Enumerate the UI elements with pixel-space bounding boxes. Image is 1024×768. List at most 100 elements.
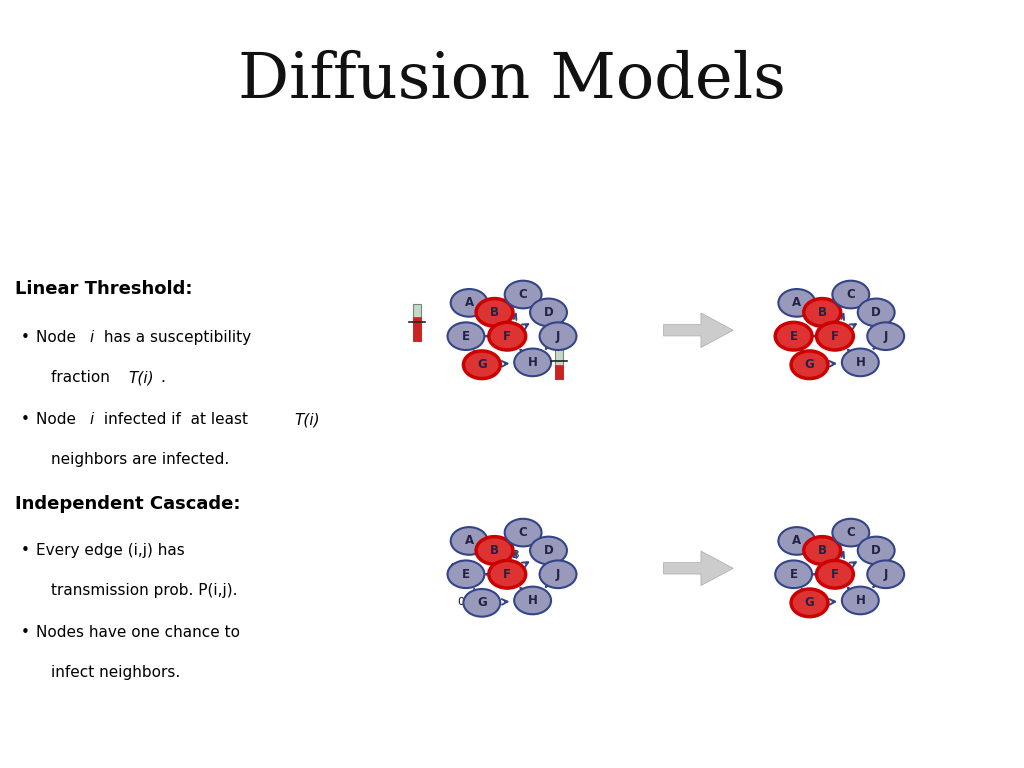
Text: D: D (871, 544, 881, 557)
Text: J: J (884, 329, 888, 343)
Circle shape (476, 299, 513, 326)
Text: .: . (161, 370, 166, 386)
Text: F: F (503, 329, 511, 343)
Text: Nodes have one chance to: Nodes have one chance to (36, 625, 240, 641)
Text: B: B (490, 306, 499, 319)
Text: i: i (89, 412, 93, 428)
Circle shape (778, 527, 815, 554)
Circle shape (858, 299, 895, 326)
Text: D: D (871, 306, 881, 319)
Text: F: F (830, 329, 839, 343)
Circle shape (775, 323, 812, 350)
Text: Diffusion Models: Diffusion Models (238, 50, 786, 111)
Circle shape (530, 299, 567, 326)
Text: infected if  at least: infected if at least (99, 412, 253, 428)
Text: Node: Node (36, 330, 81, 346)
Text: Node: Node (36, 412, 81, 428)
Text: C: C (519, 288, 527, 301)
Text: J: J (556, 329, 560, 343)
Bar (413, 304, 421, 341)
Text: •: • (20, 330, 30, 346)
Bar (555, 366, 563, 379)
Circle shape (867, 323, 904, 350)
Text: fraction: fraction (51, 370, 115, 386)
Circle shape (540, 323, 577, 350)
Text: •: • (20, 412, 30, 428)
FancyArrow shape (664, 551, 733, 585)
Circle shape (464, 351, 501, 379)
Text: A: A (465, 296, 474, 310)
Text: Every edge (i,j) has: Every edge (i,j) has (36, 543, 184, 558)
Text: 0.4: 0.4 (457, 598, 474, 607)
Circle shape (775, 561, 812, 588)
Circle shape (804, 537, 841, 564)
Circle shape (514, 349, 551, 376)
Circle shape (447, 323, 484, 350)
Circle shape (505, 519, 542, 547)
Text: 0.3: 0.3 (503, 550, 520, 560)
Text: neighbors are infected.: neighbors are infected. (51, 452, 229, 468)
Text: F: F (830, 568, 839, 581)
Circle shape (540, 561, 577, 588)
Circle shape (867, 561, 904, 588)
Circle shape (833, 281, 869, 309)
Text: A: A (793, 535, 802, 548)
Circle shape (464, 589, 501, 617)
Text: C: C (847, 288, 855, 301)
Text: H: H (527, 594, 538, 607)
Bar (555, 343, 563, 379)
Text: E: E (462, 568, 470, 581)
Bar (413, 317, 421, 341)
Text: F: F (503, 568, 511, 581)
Circle shape (505, 281, 542, 309)
Circle shape (816, 561, 853, 588)
FancyArrow shape (664, 313, 733, 347)
Circle shape (530, 537, 567, 564)
Text: B: B (818, 306, 826, 319)
Text: transmission prob. P(i,j).: transmission prob. P(i,j). (51, 583, 238, 598)
Text: E: E (790, 329, 798, 343)
Text: G: G (805, 358, 814, 371)
Circle shape (833, 519, 869, 547)
Circle shape (792, 589, 828, 617)
Text: C: C (847, 526, 855, 539)
Text: E: E (462, 329, 470, 343)
Text: Linear Threshold:: Linear Threshold: (15, 280, 193, 298)
Text: B: B (818, 544, 826, 557)
Text: has a susceptibility: has a susceptibility (99, 330, 252, 346)
Text: G: G (477, 596, 486, 609)
Text: D: D (544, 306, 553, 319)
Text: i: i (89, 330, 93, 346)
Circle shape (488, 323, 525, 350)
Text: J: J (556, 568, 560, 581)
Text: infect neighbors.: infect neighbors. (51, 665, 180, 680)
Circle shape (842, 587, 879, 614)
Text: T(i): T(i) (294, 412, 319, 428)
Text: G: G (477, 358, 486, 371)
Circle shape (447, 561, 484, 588)
Text: H: H (527, 356, 538, 369)
Text: D: D (544, 544, 553, 557)
Text: G: G (805, 596, 814, 609)
Circle shape (858, 537, 895, 564)
Circle shape (488, 561, 525, 588)
Circle shape (816, 323, 853, 350)
Circle shape (842, 349, 879, 376)
Text: B: B (490, 544, 499, 557)
Text: 0.2: 0.2 (450, 563, 467, 573)
Text: H: H (855, 594, 865, 607)
Circle shape (514, 587, 551, 614)
Text: Independent Cascade:: Independent Cascade: (15, 495, 241, 513)
Circle shape (804, 299, 841, 326)
Text: A: A (793, 296, 802, 310)
Text: T(i): T(i) (128, 370, 154, 386)
Circle shape (451, 289, 487, 316)
Text: •: • (20, 625, 30, 641)
Circle shape (476, 537, 513, 564)
Circle shape (778, 289, 815, 316)
Circle shape (451, 527, 487, 554)
Text: E: E (790, 568, 798, 581)
Text: H: H (855, 356, 865, 369)
Text: J: J (884, 568, 888, 581)
Circle shape (792, 351, 828, 379)
